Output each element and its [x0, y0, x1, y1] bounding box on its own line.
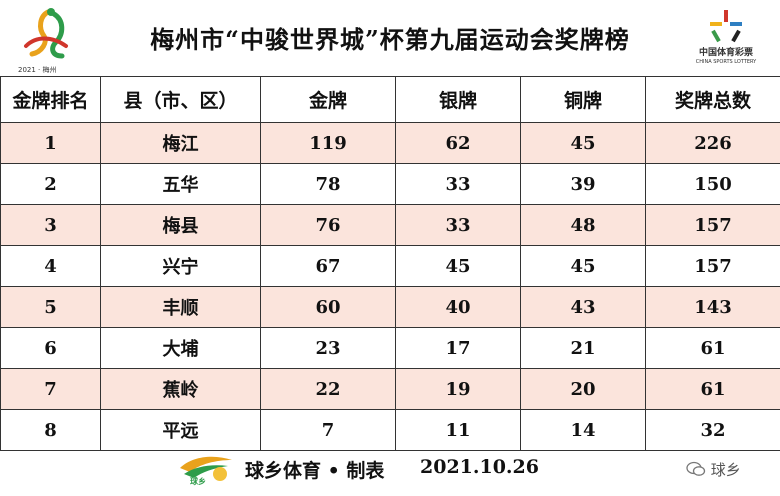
silver-cell: 40 [395, 286, 521, 328]
silver-cell: 62 [395, 122, 521, 164]
table-row: 5 丰顺 60 40 43 143 [0, 286, 780, 328]
total-cell: 157 [645, 204, 780, 246]
rank-cell: 7 [0, 368, 101, 410]
silver-cell: 33 [395, 204, 521, 246]
page-title: 梅州市“中骏世界城”杯第九届运动会奖牌榜 [150, 25, 630, 54]
gold-cell: 23 [260, 327, 396, 369]
table-row: 3 梅县 76 33 48 157 [0, 204, 780, 246]
region-cell: 梅县 [100, 204, 261, 246]
rank-cell: 1 [0, 122, 101, 164]
column-header-gold: 金牌 [260, 76, 396, 123]
bronze-cell: 14 [520, 409, 646, 451]
footer: 球乡 球乡体育 • 制表 2021.10.26 球乡 [0, 446, 780, 496]
region-cell: 大埔 [100, 327, 261, 369]
medal-table: 金牌排名 县（市、区） 金牌 银牌 铜牌 奖牌总数 1 梅江 119 62 45… [0, 76, 780, 451]
qiuxiang-logo: 球乡 [178, 452, 234, 486]
gold-cell: 60 [260, 286, 396, 328]
credit-text: 球乡体育 • 制表 [245, 460, 385, 482]
bronze-cell: 43 [520, 286, 646, 328]
total-cell: 61 [645, 327, 780, 369]
games-logo-caption: 2021 · 梅州 [18, 66, 57, 74]
table-row: 8 平远 7 11 14 32 [0, 409, 780, 451]
column-header-bronze: 铜牌 [520, 76, 646, 123]
silver-cell: 17 [395, 327, 521, 369]
wechat-watermark: 球乡 [686, 459, 741, 480]
region-cell: 梅江 [100, 122, 261, 164]
table-row: 2 五华 78 33 39 150 [0, 163, 780, 205]
rank-cell: 2 [0, 163, 101, 205]
lottery-star-icon [710, 10, 742, 43]
table-row: 6 大埔 23 17 21 61 [0, 327, 780, 369]
total-cell: 150 [645, 163, 780, 205]
table-row: 7 蕉岭 22 19 20 61 [0, 368, 780, 410]
column-header-rank: 金牌排名 [0, 76, 101, 123]
region-cell: 蕉岭 [100, 368, 261, 410]
qiuxiang-logo-label: 球乡 [190, 477, 206, 486]
gold-cell: 22 [260, 368, 396, 410]
silver-cell: 45 [395, 245, 521, 287]
silver-cell: 11 [395, 409, 521, 451]
rank-cell: 6 [0, 327, 101, 369]
silver-cell: 33 [395, 163, 521, 205]
table-row: 4 兴宁 67 45 45 157 [0, 245, 780, 287]
bronze-cell: 39 [520, 163, 646, 205]
gold-cell: 67 [260, 245, 396, 287]
column-header-total: 奖牌总数 [645, 76, 780, 123]
gold-cell: 76 [260, 204, 396, 246]
bronze-cell: 48 [520, 204, 646, 246]
total-cell: 157 [645, 245, 780, 287]
bronze-cell: 45 [520, 245, 646, 287]
header: 2021 · 梅州 梅州市“中骏世界城”杯第九届运动会奖牌榜 中国体育彩票 CH… [0, 0, 780, 76]
lottery-name-cn: 中国体育彩票 [698, 48, 753, 58]
qiuxiang-swoosh-icon [180, 456, 232, 481]
rank-cell: 8 [0, 409, 101, 451]
bronze-cell: 20 [520, 368, 646, 410]
silver-cell: 19 [395, 368, 521, 410]
rank-cell: 5 [0, 286, 101, 328]
gold-cell: 78 [260, 163, 396, 205]
total-cell: 61 [645, 368, 780, 410]
bronze-cell: 45 [520, 122, 646, 164]
gold-cell: 119 [260, 122, 396, 164]
bronze-cell: 21 [520, 327, 646, 369]
region-cell: 五华 [100, 163, 261, 205]
wechat-icon [686, 461, 706, 476]
gold-cell: 7 [260, 409, 396, 451]
watermark-label: 球乡 [710, 461, 741, 479]
total-cell: 226 [645, 122, 780, 164]
region-cell: 丰顺 [100, 286, 261, 328]
lottery-name-en: CHINA SPORTS LOTTERY [695, 59, 757, 65]
table-row: 1 梅江 119 62 45 226 [0, 122, 780, 164]
rank-cell: 3 [0, 204, 101, 246]
table-header-row: 金牌排名 县（市、区） 金牌 银牌 铜牌 奖牌总数 [0, 76, 780, 123]
rank-cell: 4 [0, 245, 101, 287]
games-logo: 2021 · 梅州 [18, 6, 80, 74]
region-cell: 平远 [100, 409, 261, 451]
region-cell: 兴宁 [100, 245, 261, 287]
games-emblem-icon [24, 8, 68, 59]
total-cell: 32 [645, 409, 780, 451]
column-header-region: 县（市、区） [100, 76, 261, 123]
china-sports-lottery-logo: 中国体育彩票 CHINA SPORTS LOTTERY [686, 8, 766, 72]
column-header-silver: 银牌 [395, 76, 521, 123]
date-text: 2021.10.26 [420, 456, 539, 478]
total-cell: 143 [645, 286, 780, 328]
